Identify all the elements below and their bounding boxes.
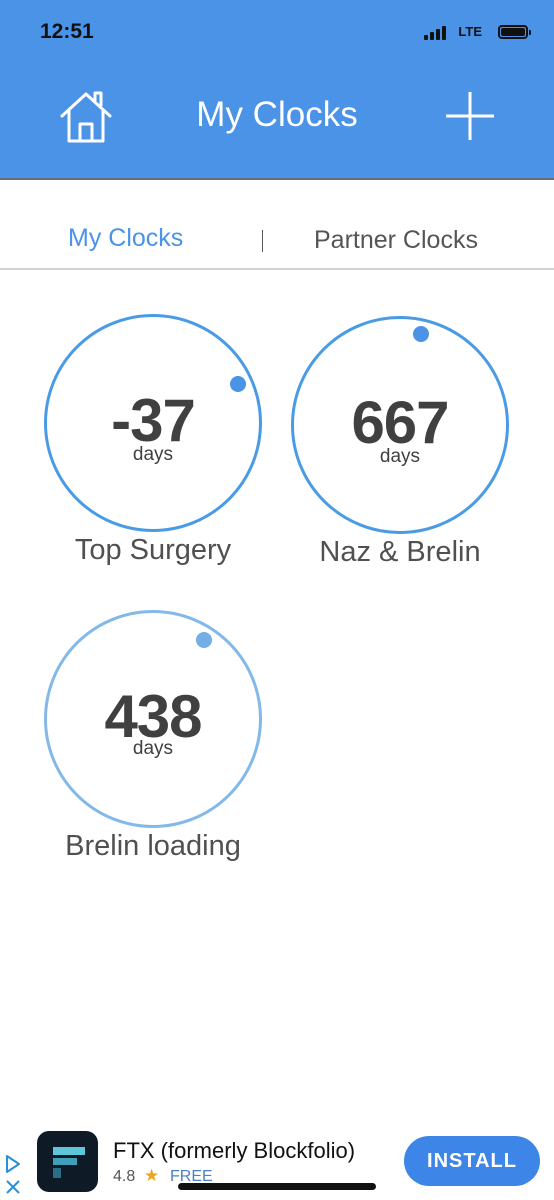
close-icon[interactable] (4, 1178, 22, 1196)
clock-ring (291, 316, 509, 534)
clock-name: Brelin loading (65, 830, 241, 862)
clock-days-value: 438 (104, 683, 202, 750)
page-title: My Clocks (196, 95, 358, 134)
tab-my-clocks[interactable]: My Clocks (68, 224, 184, 252)
clock-ring (44, 610, 262, 828)
progress-dot (230, 376, 246, 392)
add-clock-button[interactable] (444, 90, 496, 142)
clock-days-unit: days (379, 446, 421, 467)
ad-app-title: FTX (formerly Blockfolio) (113, 1138, 356, 1163)
status-time: 12:51 (40, 20, 94, 43)
app-header: 12:51 LTE My Clocks (0, 0, 554, 180)
home-icon (60, 91, 112, 143)
install-button[interactable]: INSTALL (404, 1136, 540, 1186)
progress-dot (413, 326, 429, 342)
battery-icon (498, 25, 531, 39)
tab-separator (262, 230, 263, 252)
ftx-logo-icon (53, 1147, 85, 1178)
tab-partner-clocks[interactable]: Partner Clocks (314, 226, 478, 254)
ad-app-logo (37, 1131, 98, 1192)
clock-days-value: 667 (351, 389, 449, 456)
plus-icon (446, 92, 494, 140)
clock-card[interactable]: 667 days Naz & Brelin (291, 316, 531, 576)
ad-choices-icon (6, 1155, 20, 1173)
ad-rating: 4.8 (113, 1168, 136, 1185)
clock-ring (44, 314, 262, 532)
clock-name: Top Surgery (74, 534, 232, 566)
ad-choices[interactable] (4, 1154, 22, 1200)
progress-dot (196, 632, 212, 648)
home-indicator[interactable] (178, 1183, 376, 1190)
clock-days-unit: days (132, 738, 174, 759)
clock-name: Naz & Brelin (319, 536, 481, 568)
network-type: LTE (458, 24, 482, 39)
clock-tabs: My Clocks Partner Clocks (0, 180, 554, 270)
star-icon: ★ (144, 1166, 160, 1185)
status-icons: LTE (412, 23, 532, 43)
home-button[interactable] (58, 88, 114, 144)
clock-days-unit: days (132, 444, 174, 465)
signal-icon (424, 26, 448, 40)
clock-card[interactable]: 438 days Brelin loading (44, 610, 284, 870)
ad-price: FREE (170, 1168, 213, 1185)
clock-days-value: -37 (111, 387, 196, 454)
clock-card[interactable]: -37 days Top Surgery (44, 314, 284, 574)
